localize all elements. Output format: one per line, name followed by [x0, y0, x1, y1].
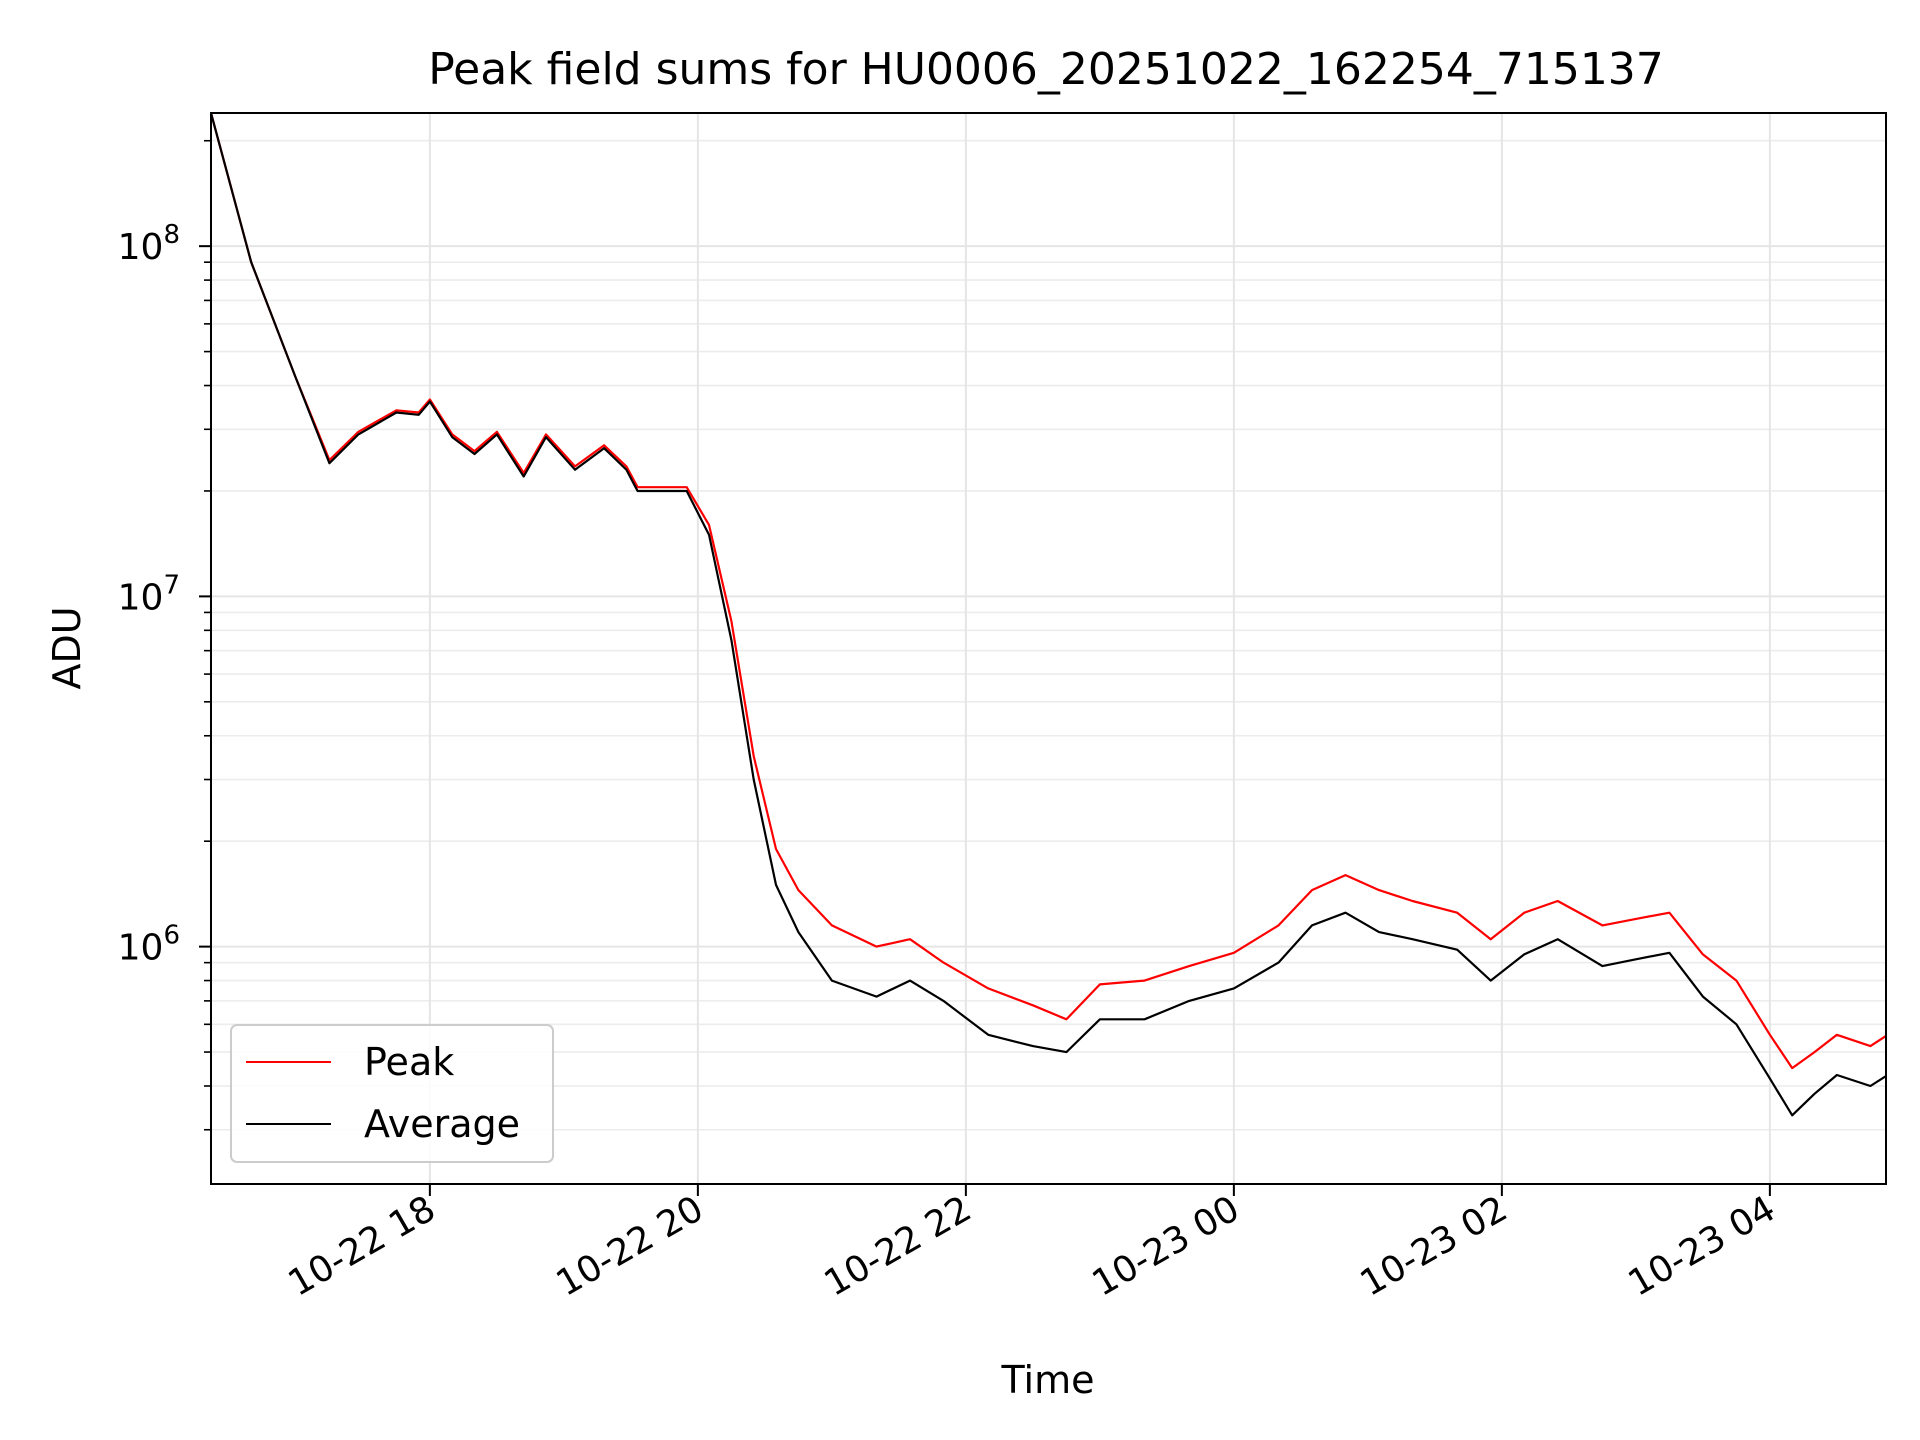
y-axis-label: ADU: [45, 606, 89, 689]
legend-box: [230, 1024, 554, 1163]
legend-label-peak: Peak: [364, 1040, 454, 1084]
y-axis: 106 107 108: [118, 139, 211, 1131]
legend: Peak Average: [230, 1024, 554, 1163]
legend-label-average: Average: [364, 1102, 520, 1146]
plot-frame: [210, 112, 1887, 1185]
chart-title: Peak field sums for HU0006_20251022_1622…: [428, 44, 1664, 95]
major-gridlines: [211, 113, 1886, 1184]
series-line-average: [211, 113, 1886, 1117]
y-tick-label: 107: [118, 570, 180, 618]
y-tick-label: 108: [118, 220, 180, 268]
series-layer: [211, 113, 1886, 1117]
series-line-peak: [211, 113, 1886, 1070]
y-tick-label: 106: [118, 921, 180, 969]
x-axis-label: Time: [1001, 1358, 1095, 1402]
